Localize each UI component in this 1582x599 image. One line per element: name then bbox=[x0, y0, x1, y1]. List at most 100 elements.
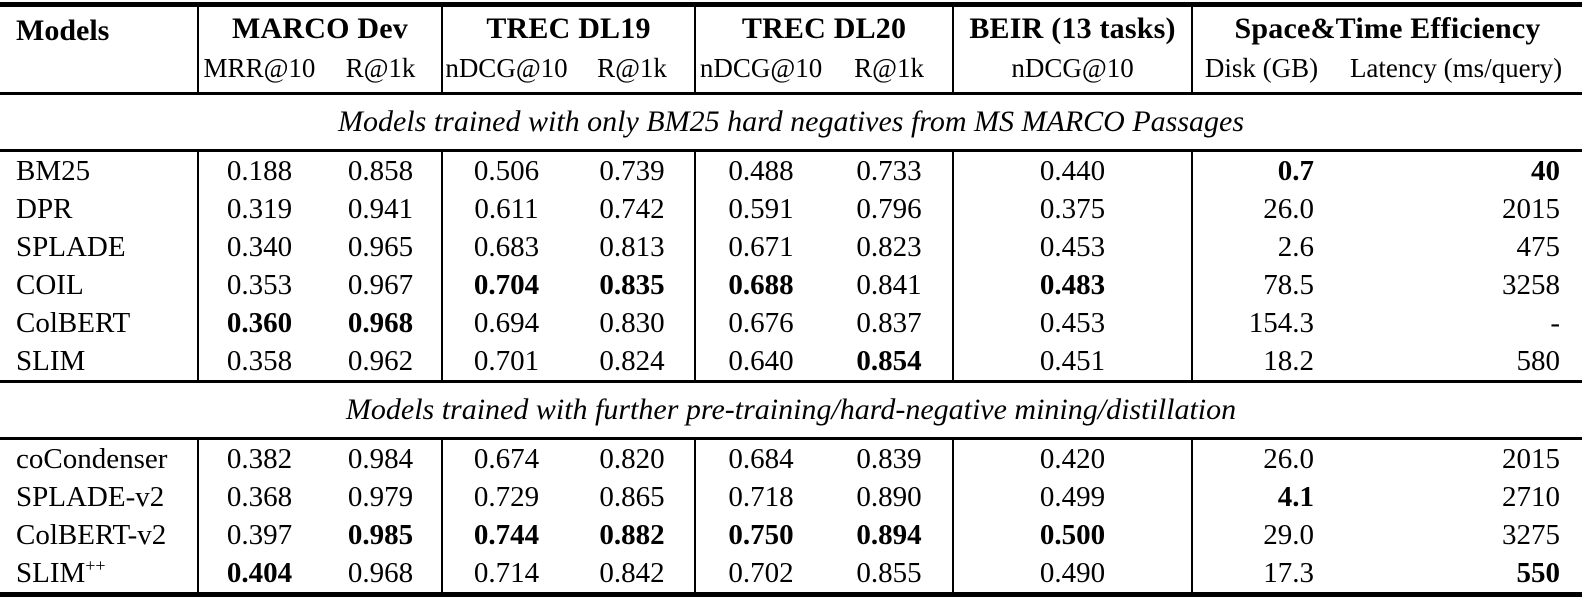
value-cell: 0.968 bbox=[320, 304, 443, 342]
value-cell: 0.714 bbox=[473, 556, 540, 589]
value-cell: 0.962 bbox=[320, 342, 443, 382]
column-header-mrr10: MRR@10 bbox=[203, 53, 316, 83]
value-cell: 0.7 bbox=[1277, 154, 1315, 187]
column-group-beir: BEIR (13 tasks) bbox=[953, 4, 1194, 51]
value-cell: 550 bbox=[1516, 556, 1561, 589]
value-cell: 0.965 bbox=[320, 228, 443, 266]
value-cell: 0.188 bbox=[226, 154, 293, 187]
section-header-row: Models trained with only BM25 hard negat… bbox=[0, 92, 1582, 152]
value-cell: 17.3 bbox=[1263, 556, 1315, 589]
value-cell: 0.360 bbox=[226, 306, 293, 339]
value-cell: 0.894 bbox=[826, 516, 955, 554]
value-cell: 2015 bbox=[1502, 442, 1561, 475]
column-group-marco-dev: MARCO Dev bbox=[198, 4, 443, 51]
value-cell: 0.813 bbox=[570, 228, 697, 266]
value-cell: 0.674 bbox=[473, 442, 540, 475]
value-cell: - bbox=[1550, 306, 1561, 339]
value-cell: 0.855 bbox=[826, 554, 955, 595]
model-name: COIL bbox=[0, 266, 199, 304]
value-cell: 0.451 bbox=[953, 342, 1194, 382]
model-name: DPR bbox=[0, 190, 199, 228]
value-cell: 0.483 bbox=[953, 266, 1194, 304]
value-cell: 0.490 bbox=[953, 554, 1194, 595]
value-cell: 0.858 bbox=[320, 150, 443, 190]
column-header-ndcg10-beir: nDCG@10 bbox=[953, 51, 1194, 94]
value-cell: 475 bbox=[1516, 230, 1561, 263]
value-cell: 0.368 bbox=[226, 480, 293, 513]
column-header-disk: Disk (GB) bbox=[1204, 53, 1319, 83]
value-cell: 0.640 bbox=[728, 344, 794, 377]
model-name: SPLADE-v2 bbox=[0, 478, 199, 516]
model-name: coCondenser bbox=[0, 438, 199, 478]
value-cell: 0.340 bbox=[226, 230, 293, 263]
value-cell: 0.358 bbox=[226, 344, 293, 377]
section-title: Models trained with only BM25 hard negat… bbox=[0, 92, 1582, 152]
table-row: SPLADE-v2 0.368 0.979 0.729 0.865 0.718 0.890 0… bbox=[0, 478, 1582, 516]
value-cell: 0.941 bbox=[320, 190, 443, 228]
value-cell: 0.683 bbox=[473, 230, 540, 263]
value-cell: 0.676 bbox=[728, 306, 794, 339]
value-cell: 0.967 bbox=[320, 266, 443, 304]
section-title: Models trained with further pre-training… bbox=[0, 380, 1582, 440]
value-cell: 0.796 bbox=[826, 190, 955, 228]
table-row: DPR 0.319 0.941 0.611 0.742 0.591 0.796 0.375 26… bbox=[0, 190, 1582, 228]
value-cell: 78.5 bbox=[1263, 268, 1315, 301]
value-cell: 0.733 bbox=[826, 150, 955, 190]
value-cell: 4.1 bbox=[1277, 480, 1315, 513]
value-cell: 0.353 bbox=[226, 268, 293, 301]
value-cell: 0.453 bbox=[953, 304, 1194, 342]
table-row: BM25 0.188 0.858 0.506 0.739 0.488 0.733 0.440 0… bbox=[0, 150, 1582, 190]
table-row: SLIM++ 0.404 0.968 0.714 0.842 0.702 0.855 0.49… bbox=[0, 554, 1582, 595]
model-name: ColBERT-v2 bbox=[0, 516, 199, 554]
value-cell: 0.591 bbox=[728, 192, 794, 225]
column-group-trec-dl20: TREC DL20 bbox=[695, 4, 955, 51]
table-header: Models MARCO Dev TREC DL19 TREC DL20 BEI… bbox=[0, 4, 1582, 94]
table-row: COIL 0.353 0.967 0.704 0.835 0.688 0.841 0.483 7… bbox=[0, 266, 1582, 304]
column-header-r1k-marco: R@1k bbox=[320, 51, 443, 94]
table-row: coCondenser 0.382 0.984 0.674 0.820 0.684 0.83… bbox=[0, 438, 1582, 478]
value-cell: 154.3 bbox=[1248, 306, 1315, 339]
value-cell: 0.823 bbox=[826, 228, 955, 266]
value-cell: 0.506 bbox=[473, 154, 540, 187]
value-cell: 0.488 bbox=[728, 154, 794, 187]
value-cell: 29.0 bbox=[1263, 518, 1315, 551]
value-cell: 0.500 bbox=[953, 516, 1194, 554]
value-cell: 0.404 bbox=[226, 556, 293, 589]
value-cell: 0.671 bbox=[728, 230, 794, 263]
value-cell: 0.375 bbox=[953, 190, 1194, 228]
value-cell: 0.729 bbox=[473, 480, 540, 513]
results-table-body: Models trained with only BM25 hard negat… bbox=[0, 92, 1582, 595]
value-cell: 0.750 bbox=[728, 518, 794, 551]
value-cell: 0.890 bbox=[826, 478, 955, 516]
value-cell: 2015 bbox=[1502, 192, 1561, 225]
value-cell: 0.742 bbox=[570, 190, 697, 228]
value-cell: 0.718 bbox=[728, 480, 794, 513]
column-header-latency: Latency (ms/query) bbox=[1349, 53, 1563, 83]
value-cell: 0.744 bbox=[473, 518, 540, 551]
column-header-r1k-dl20: R@1k bbox=[826, 51, 955, 94]
value-cell: 0.839 bbox=[826, 438, 955, 478]
value-cell: 0.985 bbox=[320, 516, 443, 554]
value-cell: 580 bbox=[1516, 344, 1561, 377]
value-cell: 0.865 bbox=[570, 478, 697, 516]
value-cell: 0.694 bbox=[473, 306, 540, 339]
value-cell: 0.824 bbox=[570, 342, 697, 382]
value-cell: 0.702 bbox=[728, 556, 794, 589]
value-cell: 0.837 bbox=[826, 304, 955, 342]
table-row: SPLADE 0.340 0.965 0.683 0.813 0.671 0.823 0.45… bbox=[0, 228, 1582, 266]
value-cell: 0.830 bbox=[570, 304, 697, 342]
value-cell: 0.453 bbox=[953, 228, 1194, 266]
value-cell: 0.440 bbox=[953, 150, 1194, 190]
value-cell: 0.397 bbox=[226, 518, 293, 551]
group-header-row: Models MARCO Dev TREC DL19 TREC DL20 BEI… bbox=[0, 4, 1582, 94]
model-name: SPLADE bbox=[0, 228, 199, 266]
value-cell: 0.841 bbox=[826, 266, 955, 304]
sub-header-row: MRR@10 R@1k nDCG@10 R@1k nDCG@10 R@1k nD… bbox=[0, 51, 1582, 94]
value-cell: 3275 bbox=[1502, 518, 1561, 551]
table-row: SLIM 0.358 0.962 0.701 0.824 0.640 0.854 0.451 1… bbox=[0, 342, 1582, 382]
value-cell: 0.704 bbox=[473, 268, 540, 301]
value-cell: 3258 bbox=[1502, 268, 1561, 301]
value-cell: 26.0 bbox=[1263, 442, 1315, 475]
value-cell: 0.611 bbox=[474, 192, 539, 225]
